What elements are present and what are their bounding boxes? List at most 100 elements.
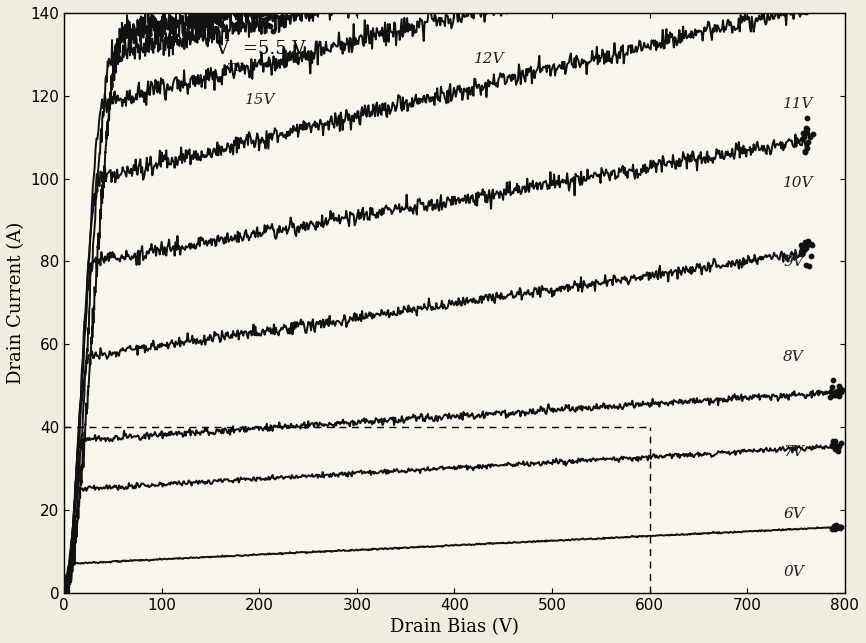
Point: [830, 522, 844, 532]
Point: [263, 21, 277, 31]
Point: [803, 132, 817, 143]
Point: [805, 240, 818, 250]
Point: [830, 390, 843, 401]
Point: [834, 438, 848, 448]
Point: [831, 446, 845, 456]
Point: [798, 240, 812, 251]
Point: [828, 441, 842, 451]
Point: [829, 436, 843, 446]
Point: [830, 521, 844, 532]
Point: [264, 0, 278, 6]
Text: TH: TH: [228, 63, 245, 73]
Text: 10V: 10V: [783, 176, 814, 190]
Point: [800, 113, 814, 123]
Point: [798, 237, 812, 248]
Point: [828, 523, 842, 533]
Point: [264, 0, 278, 2]
Point: [266, 26, 280, 36]
Point: [824, 387, 837, 397]
Point: [825, 524, 839, 534]
Point: [828, 521, 842, 532]
Point: [825, 441, 839, 451]
Point: [829, 389, 843, 399]
Point: [827, 388, 841, 398]
Point: [826, 435, 840, 446]
Point: [795, 239, 809, 249]
Point: [800, 5, 814, 15]
Point: [828, 440, 842, 451]
Point: [800, 138, 814, 148]
Point: [798, 145, 812, 156]
Point: [827, 390, 841, 400]
Point: [832, 441, 846, 451]
Text: 15V: 15V: [245, 93, 275, 107]
Point: [830, 440, 843, 451]
Point: [793, 6, 807, 17]
Point: [829, 521, 843, 531]
Point: [832, 381, 846, 391]
Text: 6V: 6V: [783, 507, 804, 521]
Point: [830, 386, 843, 396]
Text: 9V: 9V: [783, 255, 804, 269]
Point: [824, 392, 837, 402]
Point: [803, 260, 817, 271]
Point: [804, 251, 818, 261]
Point: [830, 388, 843, 399]
Text: 7V: 7V: [783, 445, 804, 459]
Point: [260, 2, 274, 12]
Point: [830, 444, 843, 454]
Text: 8V: 8V: [783, 350, 804, 364]
Point: [827, 441, 841, 451]
Point: [798, 243, 812, 253]
Point: [803, 3, 817, 13]
Point: [798, 245, 811, 255]
Point: [260, 0, 274, 7]
Point: [801, 236, 815, 246]
Point: [798, 132, 811, 142]
Point: [798, 147, 811, 157]
Point: [832, 390, 846, 401]
Point: [797, 0, 811, 4]
Point: [833, 523, 847, 533]
Point: [800, 128, 814, 138]
Point: [802, 3, 816, 13]
Point: [805, 239, 818, 249]
Point: [796, 128, 810, 138]
Point: [260, 59, 274, 69]
Point: [826, 375, 840, 385]
Point: [828, 439, 842, 449]
Point: [257, 8, 271, 19]
Point: [800, 124, 814, 134]
Point: [800, 240, 814, 250]
Point: [834, 384, 848, 394]
Point: [829, 520, 843, 530]
Point: [798, 3, 812, 13]
Point: [799, 126, 813, 136]
Point: [834, 387, 848, 397]
Point: [801, 136, 815, 147]
Text: 11V: 11V: [783, 97, 814, 111]
Point: [824, 439, 838, 449]
Point: [800, 0, 814, 8]
Text: 12V: 12V: [474, 51, 504, 66]
Point: [798, 0, 812, 7]
Point: [829, 523, 843, 534]
Point: [795, 244, 809, 255]
Text: 0V: 0V: [783, 565, 804, 579]
Point: [799, 7, 813, 17]
Point: [259, 14, 273, 24]
Point: [825, 382, 839, 392]
Text: V: V: [216, 41, 229, 59]
Point: [799, 143, 813, 153]
Point: [835, 522, 849, 532]
Point: [262, 20, 275, 30]
Point: [795, 249, 809, 259]
Text: =5.5 V: =5.5 V: [242, 41, 305, 59]
Point: [835, 385, 849, 395]
Point: [828, 521, 842, 531]
Point: [798, 123, 812, 133]
Point: [833, 522, 847, 532]
Point: [259, 0, 273, 1]
Point: [832, 522, 846, 532]
Point: [829, 444, 843, 455]
